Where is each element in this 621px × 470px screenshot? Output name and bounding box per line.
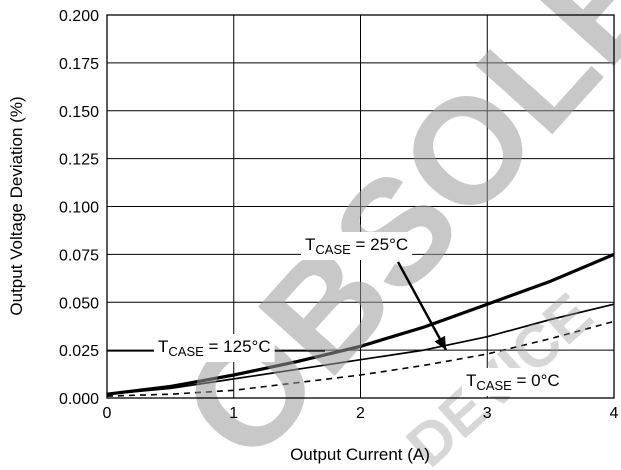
y-tick-label: 0.050 [59, 295, 99, 312]
x-tick-label: 0 [103, 405, 112, 422]
series-line-1 [106, 252, 615, 396]
y-tick-label: 0.150 [59, 104, 99, 121]
arrow-shaft [396, 261, 448, 351]
y-tick-label: 0.000 [59, 391, 99, 408]
y-tick-label: 0.200 [59, 8, 99, 25]
series-line-2 [106, 303, 615, 396]
x-tick-label: 4 [610, 405, 619, 422]
x-tick-label: 3 [483, 405, 492, 422]
annotation-25c-text: TCASE = 25°C [305, 235, 408, 257]
arrow-head [434, 335, 446, 350]
y-tick-label: 0.125 [59, 152, 99, 169]
annotations: TCASE = 25°C TCASE = 125°C TCASE = 0°C [107, 232, 564, 396]
x-tick-label: 1 [229, 405, 238, 422]
x-axis-label: Output Current (A) [290, 445, 430, 464]
plot-frame [106, 14, 615, 399]
y-tick-label: 0.075 [59, 247, 99, 264]
annotation-0c-text: TCASE = 0°C [466, 371, 560, 393]
annotation-25c: TCASE = 25°C [301, 232, 413, 260]
y-tick-label: 0.100 [59, 200, 99, 217]
x-tick-label: 2 [356, 405, 365, 422]
annotation-25c-bg [301, 232, 413, 260]
series-line-3 [106, 320, 615, 397]
annotation-arrow [396, 261, 448, 351]
ticks: 0 1 2 3 4 0.000 0.025 0.050 0.075 0.100 0.125 0.150… [59, 8, 619, 422]
series-layer [106, 252, 615, 397]
y-axis-label: Output Voltage Deviation (%) [7, 96, 26, 315]
annotation-0c-bg [462, 368, 564, 396]
annotation-0c: TCASE = 0°C [462, 368, 564, 396]
annotation-125c: TCASE = 125°C [107, 334, 325, 362]
y-tick-label: 0.175 [59, 56, 99, 73]
annotation-125c-bg [154, 334, 275, 362]
annotation-125c-text: TCASE = 125°C [158, 337, 271, 359]
y-tick-label: 0.025 [59, 343, 99, 360]
